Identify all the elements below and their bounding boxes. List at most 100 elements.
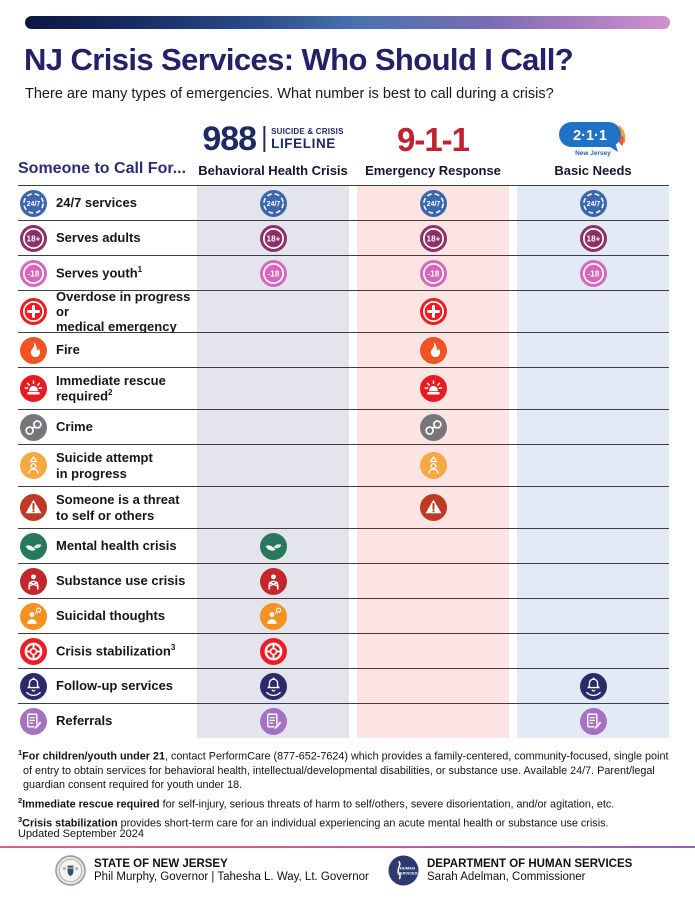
- band-gap: [349, 704, 357, 738]
- table-row: Crisis stabilization3: [18, 633, 669, 668]
- row-label: Mental health crisis: [56, 538, 177, 554]
- band-gap: [509, 487, 517, 528]
- band-gap: [509, 599, 517, 633]
- cell-911: [357, 368, 509, 409]
- cell-211: [517, 704, 669, 738]
- cell-911: [357, 487, 509, 528]
- bell-hand-icon: [20, 672, 47, 700]
- band-gap: [509, 445, 517, 486]
- page-subtitle: There are many types of emergencies. Wha…: [25, 86, 554, 102]
- band-gap: [509, 256, 517, 290]
- table-heading: Someone to Call For...: [18, 160, 187, 177]
- cell-911: [357, 634, 509, 668]
- person-alert-icon: [20, 452, 47, 479]
- cell-911: [357, 599, 509, 633]
- row-label: Suicide attempt in progress: [56, 450, 153, 481]
- siren-icon: [419, 375, 447, 402]
- cell-988: [197, 368, 349, 409]
- cell-211: [517, 529, 669, 563]
- cell-911: -18: [357, 256, 509, 290]
- ring-under-18-icon: -18: [20, 259, 47, 287]
- band-gap: [349, 487, 357, 528]
- band-gap: [509, 564, 517, 598]
- ring-18-plus-icon: 18+: [579, 224, 607, 252]
- row-label: Fire: [56, 342, 80, 358]
- svg-text:18+: 18+: [27, 234, 41, 243]
- column-label-911: Emergency Response: [365, 163, 501, 178]
- column-label-988: Behavioral Health Crisis: [198, 163, 348, 178]
- cell-211: [517, 445, 669, 486]
- footer-state-names: Phil Murphy, Governor | Tahesha L. Way, …: [94, 871, 369, 883]
- table-row: Fire: [18, 332, 669, 367]
- table-row: -18 Serves youth1 -18 -18 -18: [18, 255, 669, 290]
- page-title: NJ Crisis Services: Who Should I Call?: [24, 42, 574, 77]
- cell-988: [197, 704, 349, 738]
- row-label-cell: Immediate rescue required2: [18, 368, 197, 409]
- logo-988-tagline2: LIFELINE: [271, 136, 336, 151]
- cell-911: 18+: [357, 221, 509, 255]
- table-row: Substance use crisis: [18, 563, 669, 598]
- band-gap: [349, 368, 357, 409]
- svg-text:-18: -18: [267, 269, 279, 278]
- cell-988: [197, 487, 349, 528]
- ring-18-plus-icon: 18+: [419, 224, 447, 252]
- cell-211: [517, 564, 669, 598]
- row-label-cell: Substance use crisis: [18, 564, 197, 598]
- cell-988: 24/7: [197, 186, 349, 220]
- row-label-cell: -18 Serves youth1: [18, 256, 197, 290]
- svg-text:24/7: 24/7: [586, 201, 600, 208]
- band-gap: [509, 410, 517, 444]
- cell-988: [197, 669, 349, 703]
- document-pencil-icon: [259, 707, 287, 735]
- cell-911: [357, 669, 509, 703]
- band-gap: [349, 564, 357, 598]
- band-gap: [349, 291, 357, 332]
- cell-211: [517, 410, 669, 444]
- cell-911: [357, 445, 509, 486]
- person-alert-icon: [419, 452, 447, 479]
- row-label-cell: Mental health crisis: [18, 529, 197, 563]
- row-label: Crime: [56, 419, 93, 435]
- medical-cross-icon: [20, 298, 47, 325]
- siren-icon: [20, 375, 47, 402]
- warning-triangle-icon: [419, 494, 447, 521]
- logo-988-tagline1: SUICIDE & CRISIS: [271, 127, 344, 136]
- footnote: 3Crisis stabilization provides short-ter…: [18, 815, 609, 830]
- life-ring-icon: [20, 637, 47, 665]
- band-gap: [349, 221, 357, 255]
- person-hugging-icon: [259, 567, 287, 595]
- table-row: Someone is a threat to self or others: [18, 486, 669, 528]
- logo-988-lifeline: 988 SUICIDE & CRISIS LIFELINE: [202, 122, 343, 156]
- helping-hands-icon: [259, 532, 287, 560]
- clock-24-7-icon: 24/7: [259, 189, 287, 217]
- footer-dhs-names: Sarah Adelman, Commissioner: [427, 871, 586, 883]
- svg-text:18+: 18+: [426, 234, 440, 243]
- flame-icon: [20, 336, 47, 364]
- band-gap: [349, 599, 357, 633]
- logo-988-divider: [263, 126, 266, 152]
- updated-date: Updated September 2024: [18, 828, 144, 840]
- band-gap: [349, 333, 357, 367]
- document-pencil-icon: [579, 707, 607, 735]
- top-accent-bar: [25, 16, 670, 29]
- bell-hand-icon: [579, 672, 607, 700]
- person-thought-icon: [259, 602, 287, 630]
- cell-211: 24/7: [517, 186, 669, 220]
- row-label: Serves adults: [56, 230, 141, 246]
- cell-988: [197, 333, 349, 367]
- cell-988: -18: [197, 256, 349, 290]
- dhs-logo-line2: SERVICES: [397, 870, 418, 875]
- document-pencil-icon: [20, 707, 47, 735]
- footnote: 1For children/youth under 21, contact Pe…: [18, 748, 669, 791]
- row-label: Follow-up services: [56, 678, 174, 694]
- logo-211-sub: New Jersey: [575, 150, 611, 157]
- row-label: 24/7 services: [56, 195, 137, 211]
- clock-24-7-icon: 24/7: [20, 189, 47, 217]
- cell-988: [197, 599, 349, 633]
- cell-211: [517, 487, 669, 528]
- band-gap: [349, 634, 357, 668]
- band-gap: [509, 291, 517, 332]
- band-gap: [509, 634, 517, 668]
- cell-911: [357, 704, 509, 738]
